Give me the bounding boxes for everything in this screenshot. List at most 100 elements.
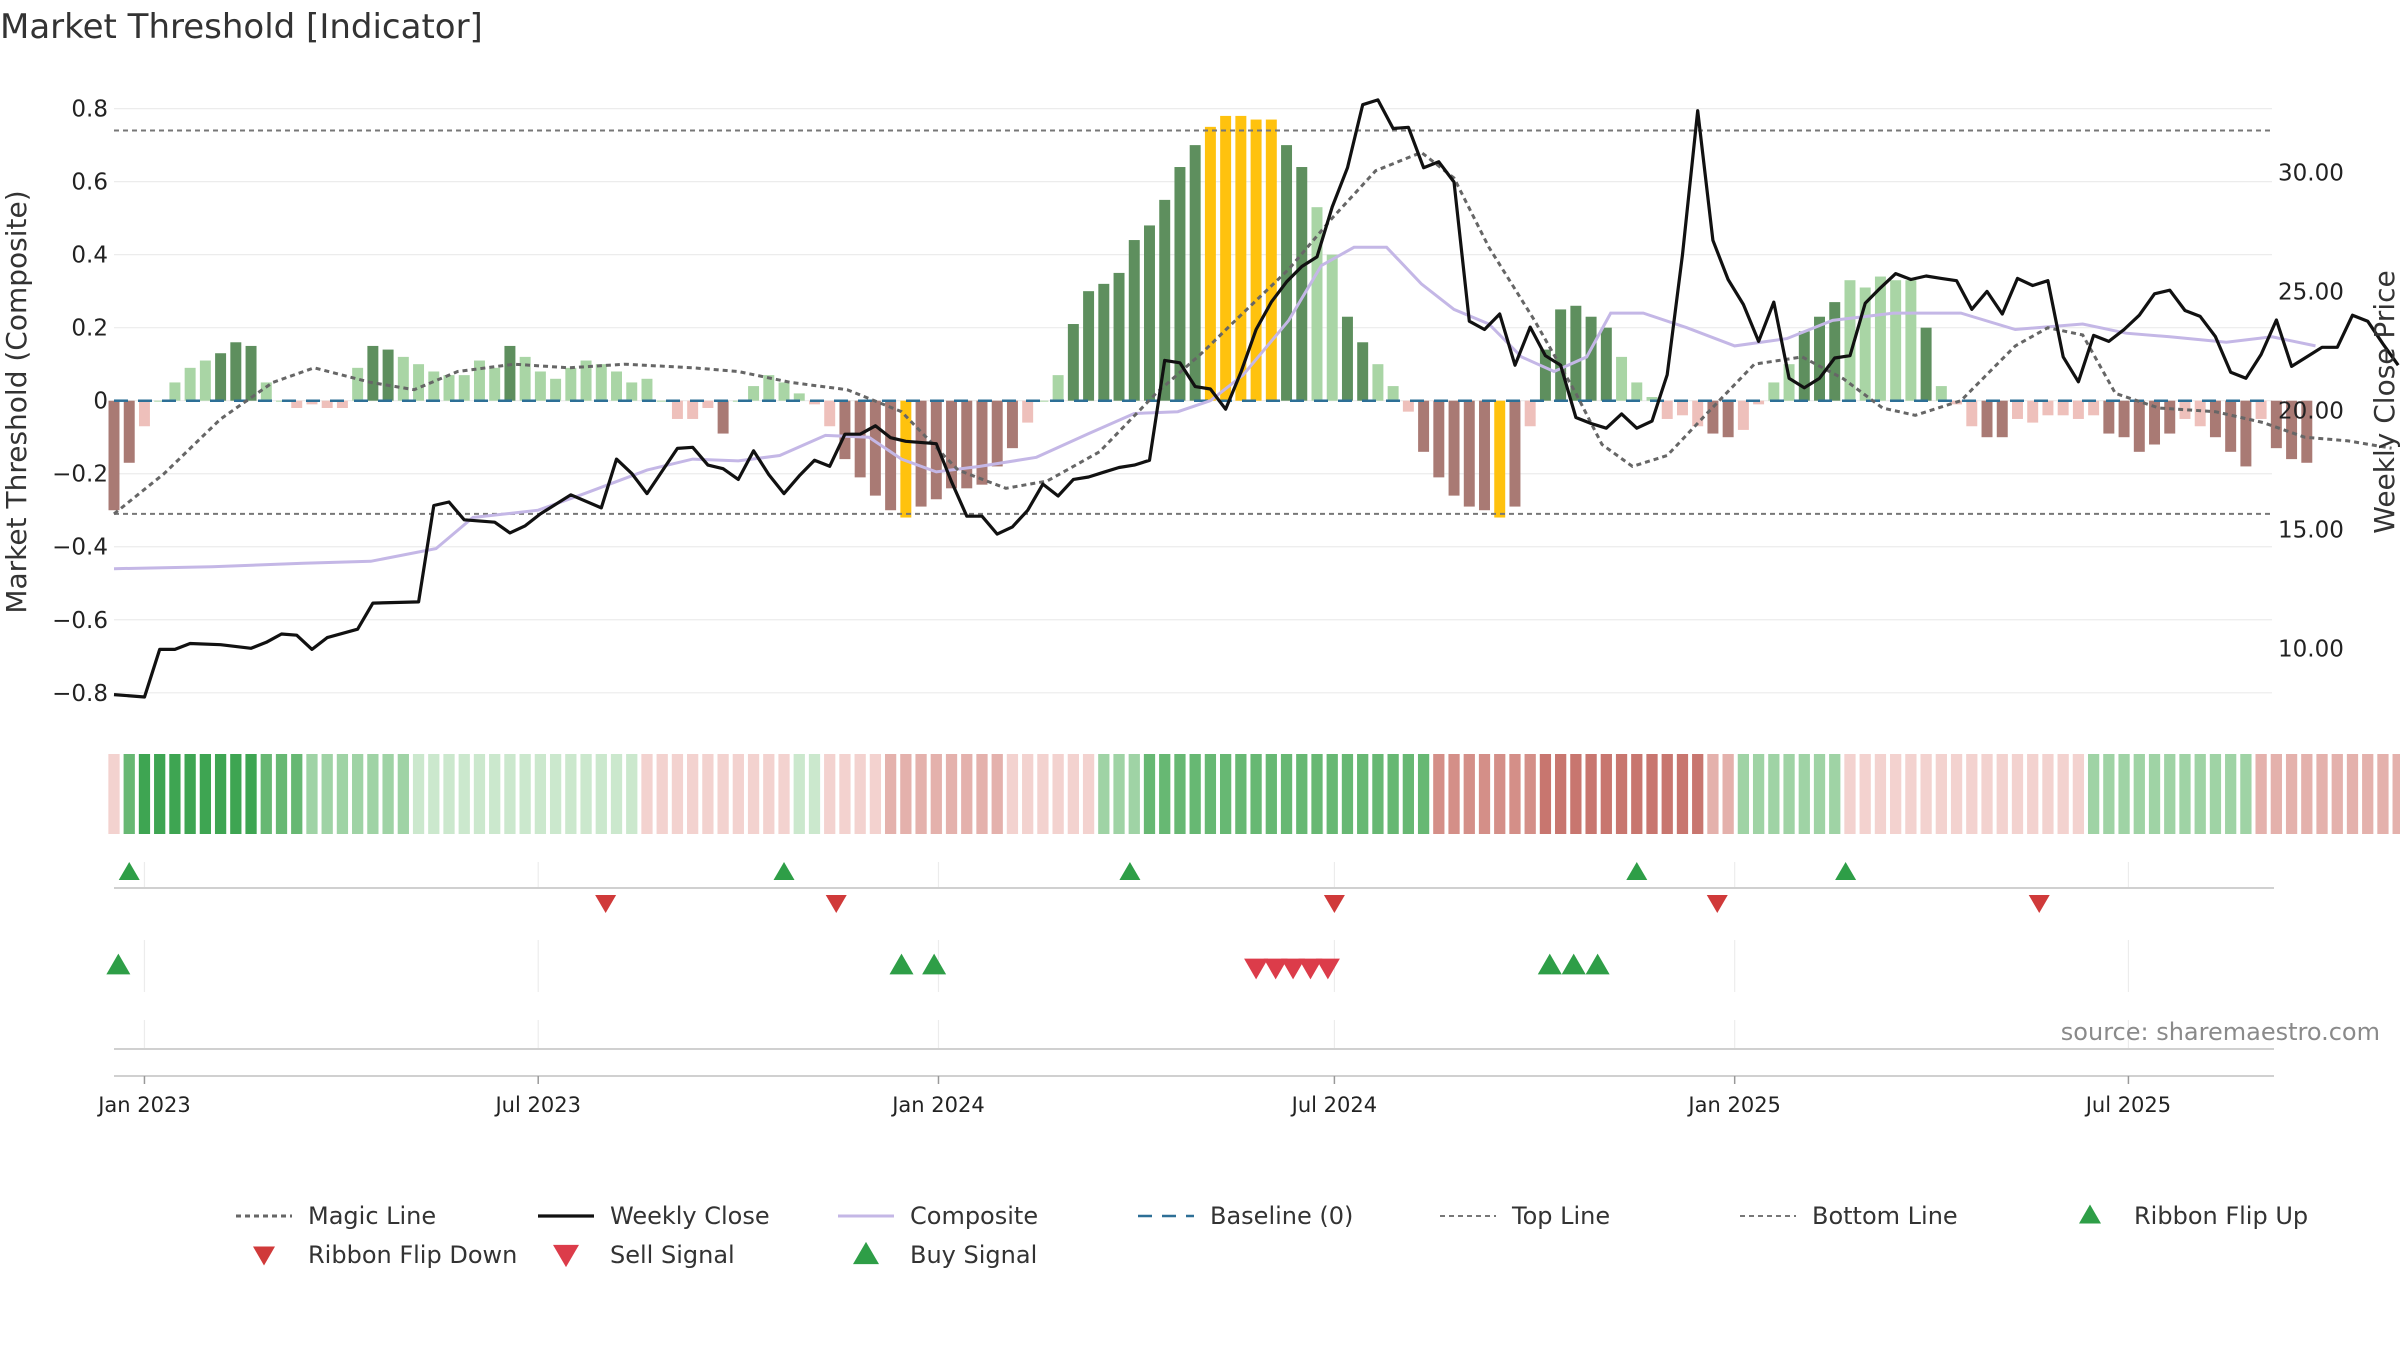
legend-swatch-ribbon-flip-down (253, 1246, 275, 1266)
ribbon-cell (1509, 754, 1521, 834)
ribbon-cell (2362, 754, 2374, 834)
composite-bar (2057, 400, 2069, 416)
composite-bar (2301, 400, 2313, 463)
sell-signal-marker (1263, 958, 1288, 980)
ribbon-cell (641, 754, 653, 834)
ribbon-cell (1555, 754, 1567, 834)
ribbon-cell (306, 754, 318, 834)
ribbon-cell (1859, 754, 1871, 834)
composite-bar (611, 371, 623, 401)
composite-bar (1098, 283, 1110, 401)
composite-bar (2011, 400, 2023, 419)
buy-signal-marker (1537, 953, 1562, 975)
composite-bar (1646, 397, 1658, 401)
ribbon-cell (1280, 754, 1293, 834)
composite-bar (961, 400, 973, 489)
y-right-tick-label: 15.00 (2278, 517, 2344, 543)
ribbon-cell (869, 754, 882, 834)
composite-bar (184, 367, 196, 401)
composite-bar (839, 400, 851, 460)
ribbon-cell (1844, 754, 1856, 834)
ribbon-cell (2194, 754, 2206, 834)
ribbon-cell (2285, 754, 2298, 834)
composite-bar (1874, 276, 1886, 401)
weekly-close-line (113, 98, 2400, 699)
ribbon-cell (747, 754, 760, 834)
ribbon-cell (108, 754, 120, 834)
legend-label-baseline: Baseline (0) (1210, 1202, 1353, 1230)
composite-bar (199, 360, 211, 401)
ribbon-cell (1037, 754, 1049, 834)
ribbon-cell (991, 754, 1003, 834)
composite-bar (946, 400, 958, 489)
ribbon-flip-up-marker (1119, 861, 1141, 881)
legend-label-top: Top Line (1511, 1202, 1610, 1230)
composite-bar (504, 345, 516, 401)
composite-bar (154, 400, 166, 402)
ribbon-cell (1768, 754, 1780, 834)
ribbon-cell (945, 754, 958, 834)
composite-bar (748, 386, 760, 401)
composite-bar (215, 353, 227, 401)
ribbon-cell (671, 754, 684, 834)
ribbon-cell (260, 754, 272, 834)
ribbon-cell (443, 754, 455, 834)
composite-bar (1494, 400, 1506, 518)
ribbon-cell (717, 754, 729, 834)
ribbon-cell (2270, 754, 2282, 834)
ribbon-cell (549, 754, 562, 834)
composite-bar (1707, 400, 1719, 434)
ribbon-cell (900, 754, 912, 834)
composite-bar (626, 382, 638, 401)
composite-bar (1570, 305, 1582, 401)
composite-bar (2042, 400, 2054, 416)
ribbon-cell (184, 754, 196, 834)
ribbon-cell (2072, 754, 2085, 834)
composite-bar (1996, 400, 2008, 438)
y-right-tick-label: 30.00 (2278, 161, 2344, 187)
composite-bar (565, 367, 577, 401)
ribbon-cell (489, 754, 501, 834)
ribbon-cell (336, 754, 349, 834)
ribbon-cell (656, 754, 668, 834)
ribbon-cell (930, 754, 942, 834)
source-note: source: sharemaestro.com (2061, 1018, 2380, 1046)
ribbon-cell (504, 754, 516, 834)
y-left-tick-label: 0.4 (71, 243, 108, 269)
ribbon-cell (534, 754, 547, 834)
composite-bars (108, 115, 2313, 518)
ribbon-cell (154, 754, 166, 834)
ribbon-cell (1311, 754, 1323, 834)
ribbon-cell (1539, 754, 1552, 834)
composite-bar (1935, 386, 1947, 401)
ribbon-cell (428, 754, 440, 834)
ribbon-cell (1357, 754, 1369, 834)
ribbon-cell (458, 754, 470, 834)
composite-bar (1814, 316, 1825, 401)
composite-bar (1509, 400, 1521, 507)
composite-bar (169, 382, 181, 401)
composite-bar (641, 378, 653, 401)
ribbon-cell (1341, 754, 1354, 834)
composite-bar (2255, 400, 2267, 419)
composite-bar (2209, 400, 2221, 438)
composite-bar (1798, 331, 1810, 401)
legend-label-sell: Sell Signal (610, 1241, 735, 1269)
composite-bar (1189, 145, 1201, 401)
ribbon-cell (2011, 754, 2024, 834)
ribbon-cell (1524, 754, 1536, 834)
ribbon-cell (1326, 754, 1338, 834)
sell-signal-marker (1244, 958, 1269, 980)
ribbon-cell (1935, 754, 1947, 834)
ribbon-flip-down-marker (2028, 894, 2050, 914)
composite-bar (458, 375, 470, 401)
composite-bar (1524, 400, 1536, 427)
series-lines (113, 98, 2400, 699)
composite-bar (382, 349, 394, 401)
composite-bar (1722, 400, 1734, 438)
composite-bar (1357, 342, 1369, 401)
x-tick-label: Jul 2025 (2084, 1093, 2171, 1117)
ribbon-cell (1448, 754, 1460, 834)
